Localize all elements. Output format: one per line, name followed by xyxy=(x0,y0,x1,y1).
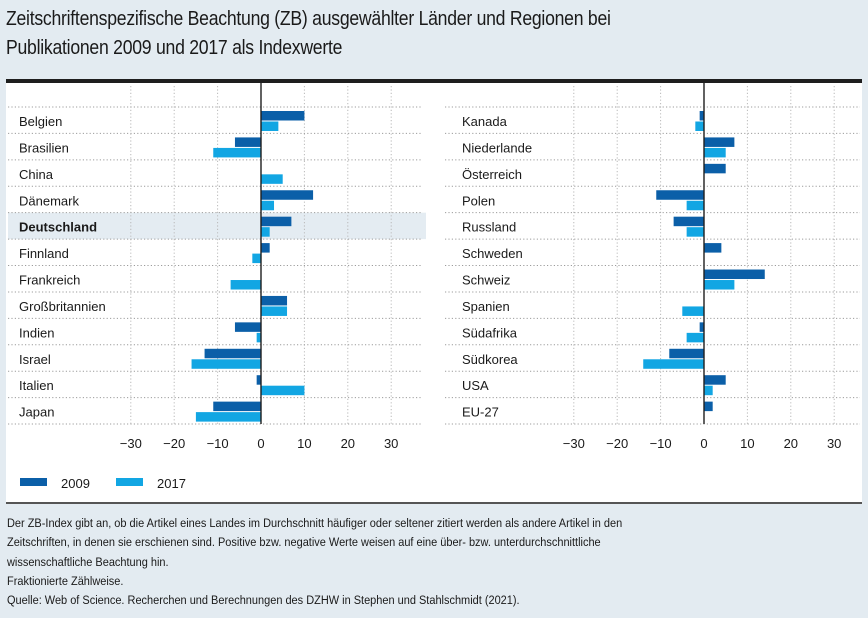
category-label-spanien: Spanien xyxy=(462,299,510,314)
footnote-line-3: wissenschaftliche Beachtung hin. xyxy=(7,554,169,569)
bar-2009-schweden xyxy=(704,243,722,253)
bar-2017-spanien xyxy=(682,306,704,316)
chart-footnote: Der ZB-Index gibt an, ob die Artikel ein… xyxy=(7,514,868,610)
bar-2017-usa xyxy=(704,385,713,396)
x-tick-label: 30 xyxy=(384,436,398,451)
footnote-line-1: Der ZB-Index gibt an, ob die Artikel ein… xyxy=(7,516,623,530)
category-label-usa: USA xyxy=(462,378,489,393)
category-label-russland: Russland xyxy=(462,220,516,235)
bar-2009-eu-27 xyxy=(704,401,713,412)
x-tick-label: 20 xyxy=(784,436,798,451)
category-label-polen: Polen xyxy=(462,193,495,208)
bar-2009-osterreich xyxy=(704,163,726,174)
category-label-frankreich: Frankreich xyxy=(19,273,80,288)
bar-2017-niederlande xyxy=(704,147,726,158)
bar-2009-russland xyxy=(673,216,704,227)
bar-2009-sudkorea xyxy=(669,348,704,359)
bar-2009-italien xyxy=(256,375,261,385)
category-label-japan: Japan xyxy=(19,405,54,420)
x-tick-label: 10 xyxy=(740,436,754,451)
bar-2009-brasilien xyxy=(234,137,261,147)
bar-2009-polen xyxy=(656,190,704,200)
x-tick-label: −10 xyxy=(207,436,229,451)
bar-2017-frankreich xyxy=(230,280,261,290)
bar-2017-kanada xyxy=(695,121,704,131)
x-tick-label: −30 xyxy=(563,436,585,451)
x-tick-label: 20 xyxy=(341,436,355,451)
bar-2009-indien xyxy=(234,322,261,332)
x-tick-label: 30 xyxy=(827,436,841,451)
bar-2017-israel xyxy=(191,359,261,369)
bar-2017-finnland xyxy=(252,253,261,264)
chart-title-line-1: Zeitschriftenspezifische Beachtung (ZB) … xyxy=(6,7,611,30)
bar-2009-niederlande xyxy=(704,137,735,147)
bar-2009-sudafrika xyxy=(699,322,704,332)
bar-2017-polen xyxy=(686,200,704,211)
category-label-indien: Indien xyxy=(19,325,54,340)
category-label-finnland: Finnland xyxy=(19,246,69,261)
bar-2009-deutschland xyxy=(261,216,292,227)
footnote-counting-method: Fraktionierte Zählweise. xyxy=(7,573,124,588)
category-label-brasilien: Brasilien xyxy=(19,140,69,155)
bar-2009-japan xyxy=(213,401,261,412)
category-label-niederlande: Niederlande xyxy=(462,140,532,155)
x-tick-label: 0 xyxy=(700,436,707,451)
x-tick-label: −20 xyxy=(163,436,185,451)
category-label-israel: Israel xyxy=(19,352,51,367)
highlighted-row xyxy=(8,212,426,240)
category-label-kanada: Kanada xyxy=(462,114,508,129)
category-label-schweiz: Schweiz xyxy=(462,273,510,288)
bar-2017-russland xyxy=(686,227,704,237)
x-tick-label: −20 xyxy=(606,436,628,451)
bar-2017-danemark xyxy=(261,200,275,211)
bar-2017-sudafrika xyxy=(686,332,704,343)
legend-label-2017: 2017 xyxy=(157,476,186,491)
x-tick-label: −10 xyxy=(650,436,672,451)
footnote-line-2: Zeitschriften, in denen sie erschienen s… xyxy=(7,535,601,550)
x-tick-label: −30 xyxy=(120,436,142,451)
bar-2017-grossbritannien xyxy=(261,306,288,316)
bar-2009-kanada xyxy=(699,111,704,121)
bar-2017-china xyxy=(261,174,283,184)
bar-2017-belgien xyxy=(261,121,279,131)
bar-2017-deutschland xyxy=(261,227,270,237)
category-label-china: China xyxy=(19,167,54,182)
x-tick-label: 0 xyxy=(257,436,264,451)
bar-2017-sudkorea xyxy=(643,359,704,369)
bar-2009-schweiz xyxy=(704,269,765,280)
category-label-sudafrika: Südafrika xyxy=(462,325,518,340)
bar-2009-finnland xyxy=(261,243,270,253)
bar-2009-danemark xyxy=(261,190,314,200)
bar-2017-schweiz xyxy=(704,280,735,290)
bar-2009-israel xyxy=(204,348,261,359)
bar-2017-japan xyxy=(195,412,261,422)
category-label-osterreich: Österreich xyxy=(462,167,522,182)
footnote-source: Quelle: Web of Science. Recherchen und B… xyxy=(7,593,520,608)
category-label-grossbritannien: Großbritannien xyxy=(19,299,106,314)
category-label-eu-27: EU-27 xyxy=(462,405,499,420)
x-tick-label: 10 xyxy=(297,436,311,451)
legend-label-2009: 2009 xyxy=(61,476,90,491)
bar-2009-grossbritannien xyxy=(261,295,288,306)
category-label-schweden: Schweden xyxy=(462,246,523,261)
chart-title-line-2: Publikationen 2009 und 2017 als Indexwer… xyxy=(6,36,343,59)
bar-2017-brasilien xyxy=(213,147,261,158)
bar-2009-usa xyxy=(704,375,726,385)
bar-2017-italien xyxy=(261,385,305,396)
legend-swatch-2017 xyxy=(116,478,143,486)
category-label-sudkorea: Südkorea xyxy=(462,352,518,367)
category-label-italien: Italien xyxy=(19,378,54,393)
category-label-danemark: Dänemark xyxy=(19,193,79,208)
chart-title: Zeitschriftenspezifische Beachtung (ZB) … xyxy=(6,4,866,62)
category-label-belgien: Belgien xyxy=(19,114,62,129)
legend-swatch-2009 xyxy=(20,478,47,486)
bar-2009-belgien xyxy=(261,111,305,121)
category-label-deutschland: Deutschland xyxy=(19,220,97,235)
bar-2017-indien xyxy=(256,332,261,343)
